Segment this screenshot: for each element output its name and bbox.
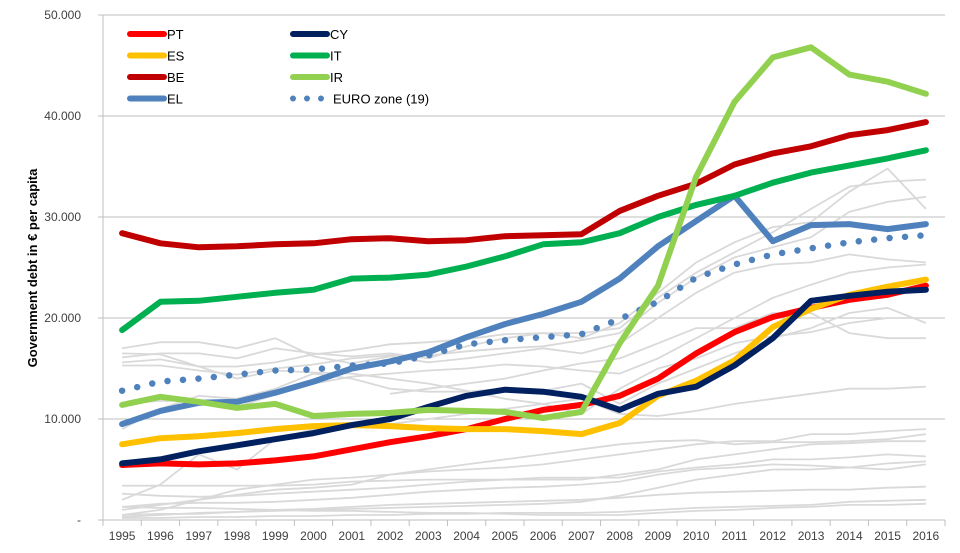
legend-item: EURO zone (19): [290, 92, 429, 107]
x-tick-label: 2004: [453, 529, 480, 543]
background-series-line: [122, 485, 926, 516]
background-series: [121, 167, 927, 519]
x-tick-label: 2003: [415, 529, 442, 543]
background-series-line: [122, 502, 926, 516]
legend-label: BE: [167, 70, 185, 85]
legend-item: BE: [127, 70, 185, 85]
x-tick-label: 2000: [300, 529, 327, 543]
x-tick-label: 2009: [645, 529, 672, 543]
x-tick-label: 2005: [492, 529, 519, 543]
legend-label: ES: [167, 49, 185, 64]
x-tick-label: 2002: [377, 529, 404, 543]
x-axis-ticks: 1995 1996 1997 1998 1999 2000 2001 2002 2003 2004…: [102, 519, 946, 543]
y-tick-label: -: [77, 513, 81, 527]
legend-item: CY: [290, 27, 348, 42]
x-tick-label: 2013: [798, 529, 825, 543]
x-tick-label: 1998: [224, 529, 251, 543]
y-tick-label: 30.000: [44, 210, 81, 224]
highlighted-series: [118, 44, 930, 468]
x-tick-label: 2007: [568, 529, 595, 543]
legend-label: EL: [167, 92, 183, 107]
series-it: [119, 147, 929, 334]
series-el-line: [119, 192, 929, 428]
x-tick-label: 2001: [338, 529, 365, 543]
x-tick-label: 1996: [147, 529, 174, 543]
background-series-line: [121, 307, 927, 430]
series-el: [119, 192, 929, 428]
background-series-line: [122, 178, 926, 368]
background-series-line: [122, 167, 927, 360]
series-it-line: [119, 147, 929, 334]
background-series-line: [121, 253, 926, 365]
legend-label: IT: [330, 49, 342, 64]
y-tick-label: 20.000: [44, 311, 81, 325]
series-cy-line: [119, 286, 929, 467]
background-series-line: [122, 317, 926, 415]
y-axis-ticks: - 10.000 20.000 30.000 40.000 50.000: [44, 8, 104, 527]
series-be-line: [119, 119, 929, 251]
legend-item: IR: [290, 70, 343, 85]
background-series-line: [122, 453, 926, 498]
legend-item: EL: [127, 92, 183, 107]
gridlines: [103, 14, 945, 420]
x-tick-label: 1999: [262, 529, 289, 543]
x-tick-label: 2012: [759, 529, 786, 543]
x-tick-label: 1995: [109, 529, 136, 543]
x-tick-label: 2010: [683, 529, 710, 543]
series-ir-line: [119, 44, 929, 421]
legend: PT ES BE EL CY IT IR EURO zone (19): [127, 27, 429, 107]
background-series-line: [122, 195, 927, 376]
background-series-line: [122, 498, 926, 519]
x-tick-label: 2016: [913, 529, 940, 543]
y-axis-label: Government debt in € per capita: [25, 168, 40, 367]
background-series-line: [121, 385, 926, 501]
x-tick-label: 1997: [185, 529, 212, 543]
legend-label: IR: [330, 70, 343, 85]
background-series-line: [122, 440, 926, 487]
y-tick-label: 40.000: [44, 109, 81, 123]
legend-label: EURO zone (19): [333, 92, 429, 107]
y-tick-label: 10.000: [44, 412, 81, 426]
legend-item: PT: [127, 27, 184, 42]
x-tick-label: 2008: [606, 529, 633, 543]
background-series-line: [122, 263, 926, 408]
series-be: [119, 119, 929, 251]
background-series-line: [122, 463, 927, 508]
series-ir: [119, 44, 929, 421]
legend-label: CY: [330, 27, 348, 42]
background-series-line: [121, 433, 927, 511]
legend-label: PT: [167, 27, 184, 42]
y-tick-label: 50.000: [44, 8, 81, 22]
x-tick-label: 2014: [836, 529, 863, 543]
legend-item: IT: [290, 49, 342, 64]
background-series-line: [121, 428, 926, 516]
x-tick-label: 2006: [530, 529, 557, 543]
legend-item: ES: [127, 49, 185, 64]
x-tick-label: 2015: [874, 529, 901, 543]
x-tick-label: 2011: [722, 529, 748, 543]
series-cy: [119, 286, 929, 467]
